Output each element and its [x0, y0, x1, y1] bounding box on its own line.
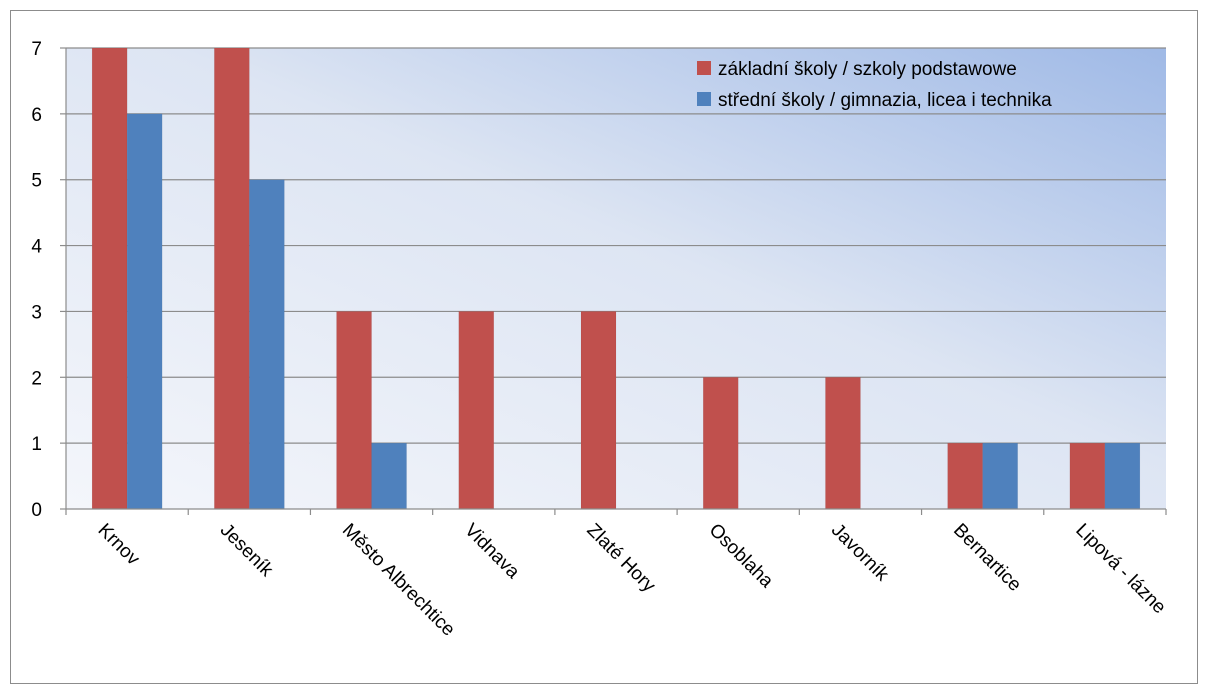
legend: základní školy / szkoly podstawowe středn… [697, 59, 1052, 111]
y-tick-label: 4 [31, 237, 42, 258]
bar-series1-3 [458, 311, 495, 510]
legend-swatch [697, 92, 711, 106]
x-tick-label: Javorník [827, 520, 893, 586]
bar-series1-5 [702, 377, 739, 510]
bar-series2-8 [1104, 442, 1141, 510]
x-tick-labels: Krnov Jeseník Město Albrechtice Vidnava Zlat… [94, 520, 1170, 641]
y-tick-label: 2 [31, 368, 42, 389]
bar-series1-7 [947, 442, 983, 510]
bar-series1-6 [825, 377, 861, 510]
x-tick-label: Vidnava [460, 520, 523, 583]
x-tick-label: Zlaté Hory [582, 520, 659, 597]
bar-series2-7 [982, 442, 1018, 510]
y-tick-label: 1 [31, 434, 42, 455]
bar-series2-2 [371, 442, 407, 510]
x-tick-label: Jeseník [216, 520, 278, 582]
y-tick-label: 6 [31, 105, 42, 126]
bar-series1-1 [214, 47, 250, 510]
axes [60, 47, 1167, 515]
y-tick-label: 5 [31, 171, 42, 192]
legend-label: základní školy / szkoly podstawowe [718, 59, 1017, 80]
bar-series1-0 [91, 47, 128, 510]
bar-series1-8 [1069, 442, 1106, 510]
x-tick-label: Lipová - lázne [1071, 520, 1169, 618]
y-tick-label: 3 [31, 302, 42, 323]
legend-swatch [697, 61, 711, 75]
bar-series1-2 [336, 311, 372, 510]
bar-series2-1 [249, 179, 285, 510]
bar-series2-0 [126, 113, 163, 510]
bar-series1-4 [580, 311, 617, 510]
x-tick-label: Město Albrechtice [338, 520, 459, 641]
y-tick-label: 7 [31, 39, 42, 60]
y-tick-labels: 0 1 2 3 4 5 6 7 [31, 39, 42, 521]
y-tick-label: 0 [31, 500, 42, 521]
legend-label: střední školy / gimnazia, licea i techni… [718, 90, 1052, 111]
x-tick-label: Krnov [94, 520, 144, 570]
x-tick-label: Osoblaha [705, 520, 778, 593]
x-tick-label: Bernartice [949, 520, 1025, 596]
